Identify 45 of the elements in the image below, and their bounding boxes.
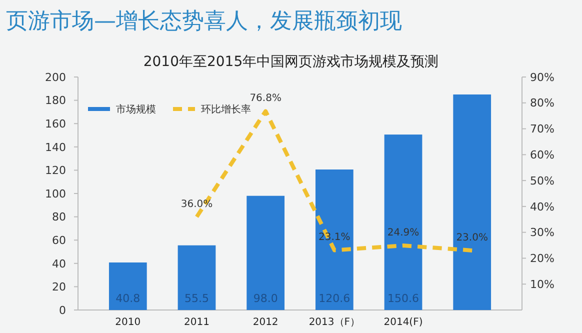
y2-tick-label: 20% [530, 252, 554, 266]
y2-tick-label: 80% [530, 96, 554, 110]
data-label: 120.6 [318, 292, 350, 305]
x-tick-label: 2012 [252, 317, 278, 328]
chart-title: 页游市场—增长态势喜人，发展瓶颈初现 [6, 9, 402, 34]
chart-subtitle: 2010年至2015年中国网页游戏市场规模及预测 [143, 54, 439, 70]
y-tick-label: 0 [59, 304, 66, 317]
y-tick-label: 120 [45, 164, 66, 178]
bar [246, 196, 285, 310]
y2-tick-label: 50% [530, 174, 554, 188]
legend-label: 市场规模 [116, 104, 156, 116]
y-tick-label: 140 [45, 140, 66, 154]
y2-tick-label: 30% [530, 226, 554, 240]
data-label: 36.0% [180, 198, 213, 210]
x-tick-label: 2013（F） [308, 317, 360, 328]
y-tick-label: 60 [52, 234, 66, 247]
y2-tick-label: 60% [530, 148, 554, 162]
y-tick-label: 200 [45, 70, 66, 84]
y-tick-label: 80 [52, 210, 66, 224]
bar [108, 262, 147, 310]
bar [384, 134, 422, 310]
x-tick-label: 2014(F) [384, 317, 423, 328]
y2-tick-label: 90% [530, 70, 554, 84]
y-tick-label: 40 [52, 257, 66, 270]
x-tick-label: 2011 [184, 317, 210, 328]
legend-label: 环比增长率 [201, 104, 251, 116]
y-tick-label: 20 [52, 280, 66, 294]
data-label: 55.5 [184, 292, 209, 305]
y2-tick-label: 40% [530, 200, 554, 214]
data-label: 23.0% [456, 232, 488, 244]
data-label: 98.0 [253, 292, 278, 305]
y2-tick-label: 10% [530, 278, 554, 291]
bar [178, 245, 216, 310]
data-label: 40.8 [116, 292, 140, 305]
data-label: 150.6 [388, 292, 420, 305]
x-tick-label: 2010 [115, 317, 141, 328]
y2-tick-label: 70% [530, 122, 554, 136]
data-label: 23.1% [318, 232, 350, 244]
data-label: 76.8% [250, 93, 282, 104]
y-tick-label: 160 [45, 117, 66, 130]
data-label: 24.9% [387, 228, 420, 239]
bar [453, 94, 492, 310]
y-tick-label: 100 [45, 187, 66, 200]
bar [315, 170, 354, 310]
y-tick-label: 180 [45, 94, 66, 108]
